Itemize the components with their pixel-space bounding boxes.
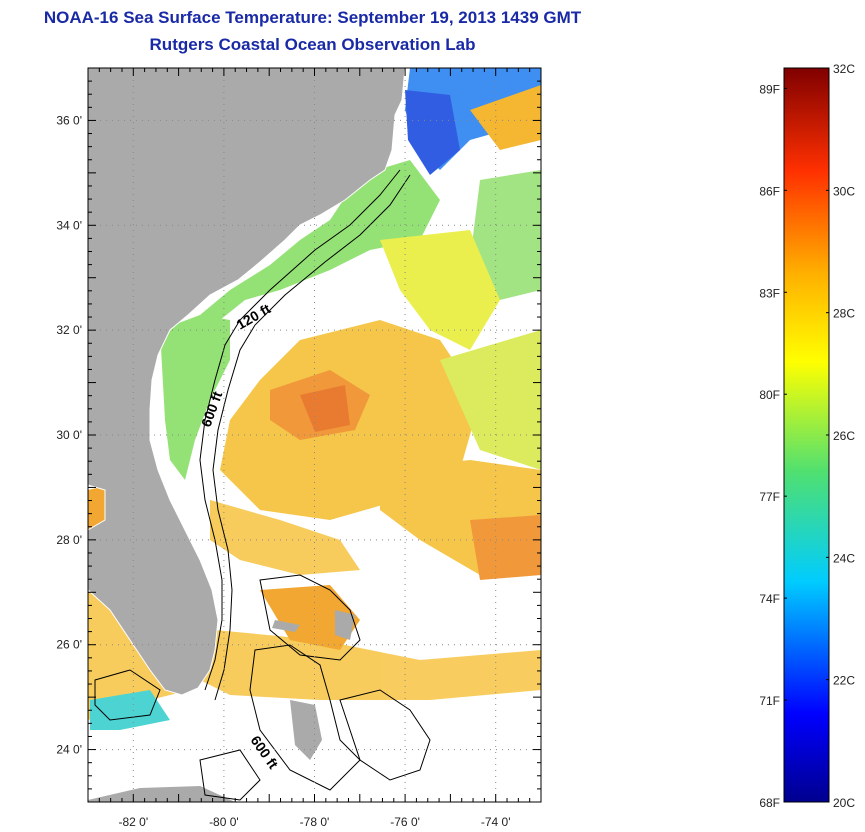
map-title: NOAA-16 Sea Surface Temperature: Septemb… bbox=[43, 8, 582, 27]
colorbar-celsius-label: 22C bbox=[833, 674, 855, 688]
lon-tick-label: -76 0' bbox=[390, 815, 420, 829]
map-axes: -82 0' -80 0' -78 0' -76 0' -74 0' 36 0' 34 0'… bbox=[56, 67, 542, 829]
lon-tick-label: -82 0' bbox=[118, 815, 148, 829]
colorbar-fahrenheit-label: 74F bbox=[759, 592, 780, 606]
map-subtitle: Rutgers Coastal Ocean Observation Lab bbox=[149, 35, 476, 54]
colorbar-fahrenheit-label: 68F bbox=[759, 796, 780, 810]
lat-tick-label: 32 0' bbox=[56, 323, 82, 337]
colorbar-celsius-label: 26C bbox=[833, 429, 855, 443]
colorbar-celsius-label: 32C bbox=[833, 62, 855, 76]
colorbar-celsius-label: 30C bbox=[833, 184, 855, 198]
graticule bbox=[88, 68, 541, 802]
lon-tick-label: -80 0' bbox=[209, 815, 239, 829]
colorbar: 32C 30C 28C 26C 24C 22C 20C 89F 86F 83F 80F 77F 74F 7… bbox=[759, 62, 855, 810]
colorbar-celsius-label: 24C bbox=[833, 551, 855, 565]
colorbar-fahrenheit-label: 77F bbox=[759, 490, 780, 504]
land-bahamas-1 bbox=[290, 700, 322, 760]
lon-tick-label: -74 0' bbox=[481, 815, 511, 829]
colorbar-gradient bbox=[783, 67, 830, 803]
lon-tick-label: -78 0' bbox=[300, 815, 330, 829]
colorbar-fahrenheit-label: 71F bbox=[759, 694, 780, 708]
land-bahamas-2 bbox=[335, 610, 355, 640]
lat-tick-label: 26 0' bbox=[56, 638, 82, 652]
colorbar-fahrenheit-label: 83F bbox=[759, 286, 780, 300]
bathymetry-contours bbox=[94, 169, 431, 801]
colorbar-fahrenheit-label: 89F bbox=[759, 82, 780, 96]
lat-tick-label: 36 0' bbox=[56, 113, 82, 127]
colorbar-fahrenheit-label: 86F bbox=[759, 184, 780, 198]
colorbar-fahrenheit-label: 80F bbox=[759, 388, 780, 402]
lat-tick-label: 28 0' bbox=[56, 533, 82, 547]
lat-tick-label: 34 0' bbox=[56, 218, 82, 232]
land-cuba bbox=[88, 786, 235, 802]
sst-field bbox=[88, 68, 541, 730]
land-bahamas-3 bbox=[272, 620, 300, 632]
lat-tick-label: 30 0' bbox=[56, 428, 82, 442]
colorbar-celsius-label: 20C bbox=[833, 796, 855, 810]
lat-tick-label: 24 0' bbox=[56, 743, 82, 757]
land-us-southeast bbox=[88, 68, 406, 696]
colorbar-celsius-label: 28C bbox=[833, 307, 855, 321]
